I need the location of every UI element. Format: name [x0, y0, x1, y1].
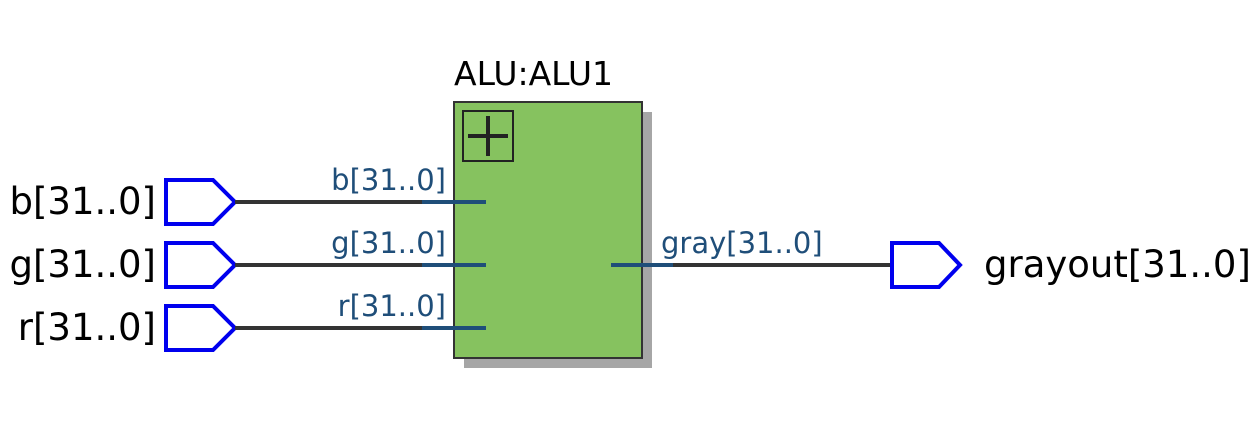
- input-port-g-label: g[31..0]: [9, 243, 156, 286]
- pin-label-g: g[31..0]: [331, 226, 446, 260]
- input-port-r-label: r[31..0]: [18, 306, 156, 349]
- input-port-g-symbol[interactable]: [164, 241, 238, 289]
- expand-button[interactable]: [462, 110, 514, 162]
- input-port-b-label: b[31..0]: [9, 180, 156, 223]
- pin-label-gray: gray[31..0]: [661, 226, 823, 260]
- pin-label-r: r[31..0]: [338, 289, 446, 323]
- plus-icon: [468, 116, 508, 156]
- output-port-grayout-symbol[interactable]: [890, 241, 963, 289]
- input-port-b-symbol[interactable]: [164, 178, 238, 226]
- input-port-g[interactable]: g[31..0]: [9, 241, 238, 289]
- input-port-r[interactable]: r[31..0]: [18, 304, 238, 352]
- output-port-grayout-label: grayout[31..0]: [984, 243, 1251, 286]
- input-port-b[interactable]: b[31..0]: [9, 178, 238, 226]
- input-port-r-symbol[interactable]: [164, 304, 238, 352]
- alu-block-title: ALU:ALU1: [454, 54, 613, 93]
- output-port-grayout[interactable]: grayout[31..0]: [890, 241, 1251, 289]
- pin-label-b: b[31..0]: [331, 163, 446, 197]
